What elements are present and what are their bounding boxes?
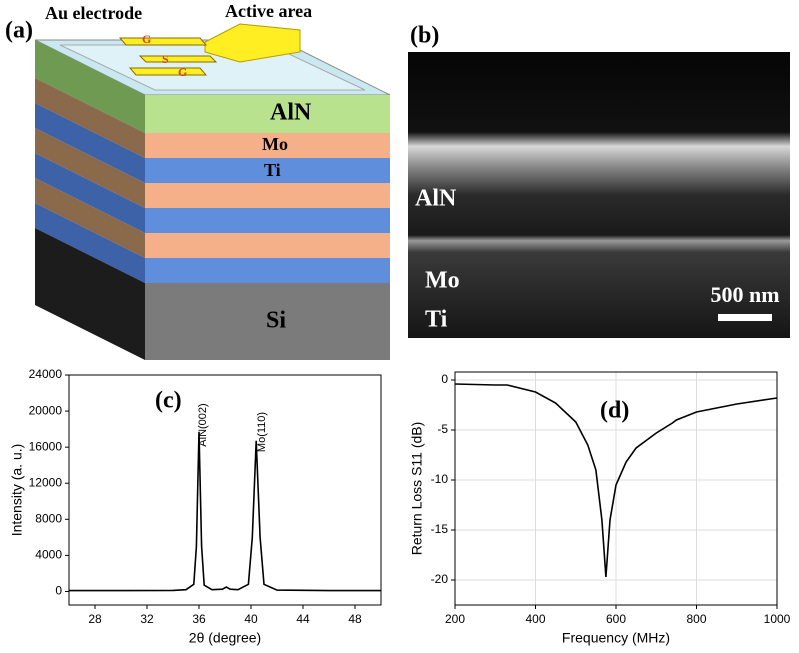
y-tick-label: 4000 (35, 548, 62, 562)
side-layer (35, 103, 145, 183)
y-tick-label: -5 (437, 422, 448, 436)
ti-layer (145, 208, 390, 233)
layer-label: AlN (270, 100, 312, 126)
y-axis-label: Intensity (a. u.) (9, 444, 25, 537)
side-layer (35, 228, 145, 360)
y-tick-label: 0 (55, 584, 62, 598)
aln-layer (145, 95, 390, 133)
layer-label: Ti (264, 160, 281, 180)
plot-frame (454, 371, 778, 606)
x-tick-label: 400 (525, 612, 545, 626)
x-tick-label: 200 (445, 612, 465, 626)
layer-label: AlN (415, 186, 457, 212)
plot-frame (68, 374, 382, 606)
y-tick-label: 20000 (29, 403, 63, 417)
data-line (69, 431, 381, 592)
layer-label: Ti (425, 307, 448, 333)
mo-layer (145, 233, 390, 258)
y-tick-label: 12000 (29, 475, 63, 489)
x-tick-label: 1000 (764, 612, 791, 626)
x-tick-label: 44 (296, 612, 310, 626)
side-layer (35, 178, 145, 258)
y-tick-label: 16000 (29, 439, 63, 453)
callout: Active area (225, 1, 312, 21)
side-layer (35, 203, 145, 283)
electrode-label: S (162, 52, 169, 66)
side-layer (35, 40, 145, 133)
y-axis-label: Return Loss S11 (dB) (409, 422, 425, 556)
x-tick-label: 48 (348, 612, 362, 626)
x-tick-label: 36 (192, 612, 206, 626)
y-tick-label: -20 (431, 572, 449, 586)
layer-label: Mo (425, 268, 460, 294)
scale-bar (718, 314, 772, 321)
panel-label: (b) (410, 23, 439, 49)
electrode (128, 67, 208, 76)
mo-layer (145, 133, 390, 158)
si-layer (145, 283, 390, 360)
side-layer (35, 128, 145, 208)
x-tick-label: 40 (244, 612, 258, 626)
mo-layer (145, 183, 390, 208)
x-tick-label: 800 (686, 612, 706, 626)
y-tick-label: 0 (441, 372, 448, 386)
side-layer (35, 153, 145, 233)
electrode-label: G (142, 32, 151, 46)
electrode-label: G (178, 65, 187, 79)
y-tick-label: 24000 (29, 367, 63, 381)
peak-annotation: AlN(002) (197, 403, 209, 446)
panel-label: (d) (600, 398, 629, 424)
panel-label: (a) (5, 18, 33, 44)
y-tick-label: -15 (431, 522, 449, 536)
y-tick-label: 8000 (35, 511, 62, 525)
panel-b: (b) AlN Mo Ti 500 nm (408, 23, 790, 338)
panel-label: (c) (155, 388, 182, 414)
electrode (138, 55, 218, 63)
side-layer (35, 78, 145, 158)
data-line (454, 383, 778, 578)
active-area (204, 23, 301, 63)
x-tick-label: 600 (606, 612, 626, 626)
sem-image (408, 52, 790, 338)
x-axis-label: 2θ (degree) (189, 630, 261, 646)
peak-annotation: Mo(110) (256, 412, 268, 452)
y-tick-label: -10 (431, 472, 449, 486)
scale-bar-label: 500 nm (710, 282, 779, 307)
x-tick-label: 28 (88, 612, 102, 626)
x-axis-label: Frequency (MHz) (562, 630, 670, 646)
x-tick-label: 32 (140, 612, 154, 626)
ti-layer (145, 258, 390, 283)
panel-a: (a) Au electrode Active area G S G AlN M… (5, 1, 391, 360)
callout: Au electrode (45, 3, 142, 23)
ti-layer (145, 158, 390, 183)
layer-label: Mo (262, 134, 288, 154)
layer-label: Si (266, 308, 286, 334)
electrode (118, 37, 208, 46)
